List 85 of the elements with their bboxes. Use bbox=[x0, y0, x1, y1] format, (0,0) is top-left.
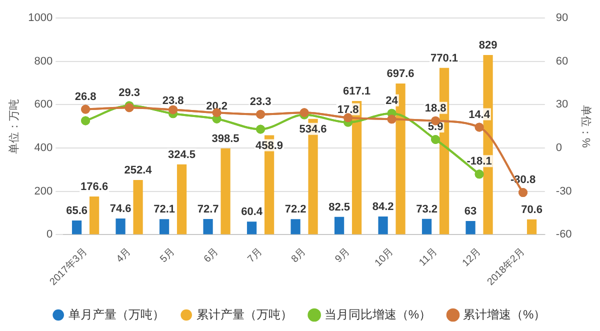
y2-tick-label: -60 bbox=[556, 228, 572, 241]
data-label: 617.1 bbox=[343, 86, 371, 98]
y2-tick-label: -30 bbox=[556, 185, 572, 198]
bar bbox=[176, 164, 187, 234]
data-label: 72.1 bbox=[154, 204, 176, 216]
y-tick-label: 400 bbox=[34, 142, 53, 154]
data-label: 20.2 bbox=[206, 100, 228, 112]
data-label: 697.6 bbox=[386, 68, 414, 80]
bar bbox=[334, 216, 344, 234]
bar bbox=[116, 218, 126, 234]
bar bbox=[246, 222, 257, 234]
bar bbox=[466, 221, 476, 234]
point bbox=[168, 105, 178, 114]
bar bbox=[220, 148, 230, 234]
bar bbox=[89, 196, 100, 234]
bar bbox=[290, 219, 300, 234]
legend-label: 单月产量（万吨） bbox=[68, 307, 164, 322]
y2-tick-label: 30 bbox=[556, 98, 568, 111]
bar bbox=[422, 218, 432, 234]
point bbox=[81, 104, 90, 114]
data-label: 70.6 bbox=[521, 204, 542, 216]
data-label: 72.7 bbox=[197, 203, 219, 216]
point bbox=[256, 124, 266, 134]
x-tick-label: 9月 bbox=[333, 246, 352, 266]
data-label: 73.2 bbox=[416, 203, 438, 216]
data-label: 84.2 bbox=[372, 200, 394, 213]
y2-tick-label: 0 bbox=[556, 142, 562, 154]
data-label: 24 bbox=[386, 94, 399, 107]
bar bbox=[133, 180, 143, 234]
bar bbox=[203, 218, 213, 234]
point bbox=[518, 188, 528, 198]
data-label: 458.9 bbox=[256, 140, 284, 152]
data-label: 23.3 bbox=[250, 96, 272, 108]
data-label: 82.5 bbox=[328, 201, 350, 214]
x-tick-label: 12月 bbox=[460, 246, 484, 269]
x-tick-label: 8月 bbox=[290, 246, 308, 266]
point bbox=[344, 113, 353, 122]
data-label: 65.6 bbox=[66, 205, 88, 218]
data-label: 29.3 bbox=[118, 87, 140, 100]
y2-tick-label: 90 bbox=[556, 12, 568, 24]
bar bbox=[378, 216, 388, 234]
data-label: 398.5 bbox=[212, 132, 240, 145]
point bbox=[81, 116, 90, 126]
y-tick-label: 0 bbox=[46, 228, 53, 241]
data-label: 63 bbox=[464, 206, 477, 218]
data-label: 176.6 bbox=[80, 180, 108, 193]
y-tick-label: 600 bbox=[34, 98, 53, 111]
data-label: 18.8 bbox=[424, 102, 446, 114]
data-label: 17.8 bbox=[337, 104, 359, 116]
point bbox=[387, 114, 396, 124]
bar bbox=[526, 219, 537, 234]
x-tick-label: 6月 bbox=[202, 246, 221, 266]
data-label: 324.5 bbox=[168, 148, 196, 161]
y-tick-label: 800 bbox=[34, 55, 53, 68]
data-label: 829 bbox=[478, 40, 498, 52]
point bbox=[474, 122, 484, 132]
x-tick-label: 4月 bbox=[114, 246, 134, 266]
x-tick-label: 5月 bbox=[158, 246, 178, 266]
y-axis-title: 单位：万吨 bbox=[8, 98, 21, 154]
x-tick-label: 11月 bbox=[417, 246, 440, 268]
x-tick-label: 10月 bbox=[373, 246, 396, 269]
data-label: 74.6 bbox=[110, 203, 132, 216]
data-label: 14.4 bbox=[468, 108, 491, 121]
data-label: 770.1 bbox=[430, 52, 458, 64]
data-label: -18.1 bbox=[466, 156, 492, 168]
legend-label: 当月同比增速（%） bbox=[324, 307, 431, 322]
y-tick-label: 200 bbox=[34, 185, 53, 198]
y2-axis-title: 单位：% bbox=[579, 104, 592, 148]
x-tick-label: 7月 bbox=[246, 246, 265, 266]
data-label: 26.8 bbox=[74, 90, 96, 103]
data-label: 60.4 bbox=[241, 206, 264, 218]
point bbox=[431, 135, 440, 144]
data-label: 534.6 bbox=[299, 123, 327, 136]
data-label: 72.2 bbox=[284, 204, 306, 216]
data-label: 5.9 bbox=[428, 121, 444, 134]
bar bbox=[72, 220, 82, 234]
point bbox=[474, 170, 484, 179]
y2-tick-label: 60 bbox=[556, 55, 568, 68]
data-label: 252.4 bbox=[124, 164, 153, 177]
data-label: 23.8 bbox=[162, 95, 184, 108]
legend-label: 累计增速（%） bbox=[463, 307, 546, 322]
point bbox=[256, 110, 266, 119]
legend-label: 累计产量（万吨） bbox=[196, 307, 292, 322]
bar bbox=[159, 219, 170, 234]
y-tick-label: 1000 bbox=[28, 12, 53, 24]
